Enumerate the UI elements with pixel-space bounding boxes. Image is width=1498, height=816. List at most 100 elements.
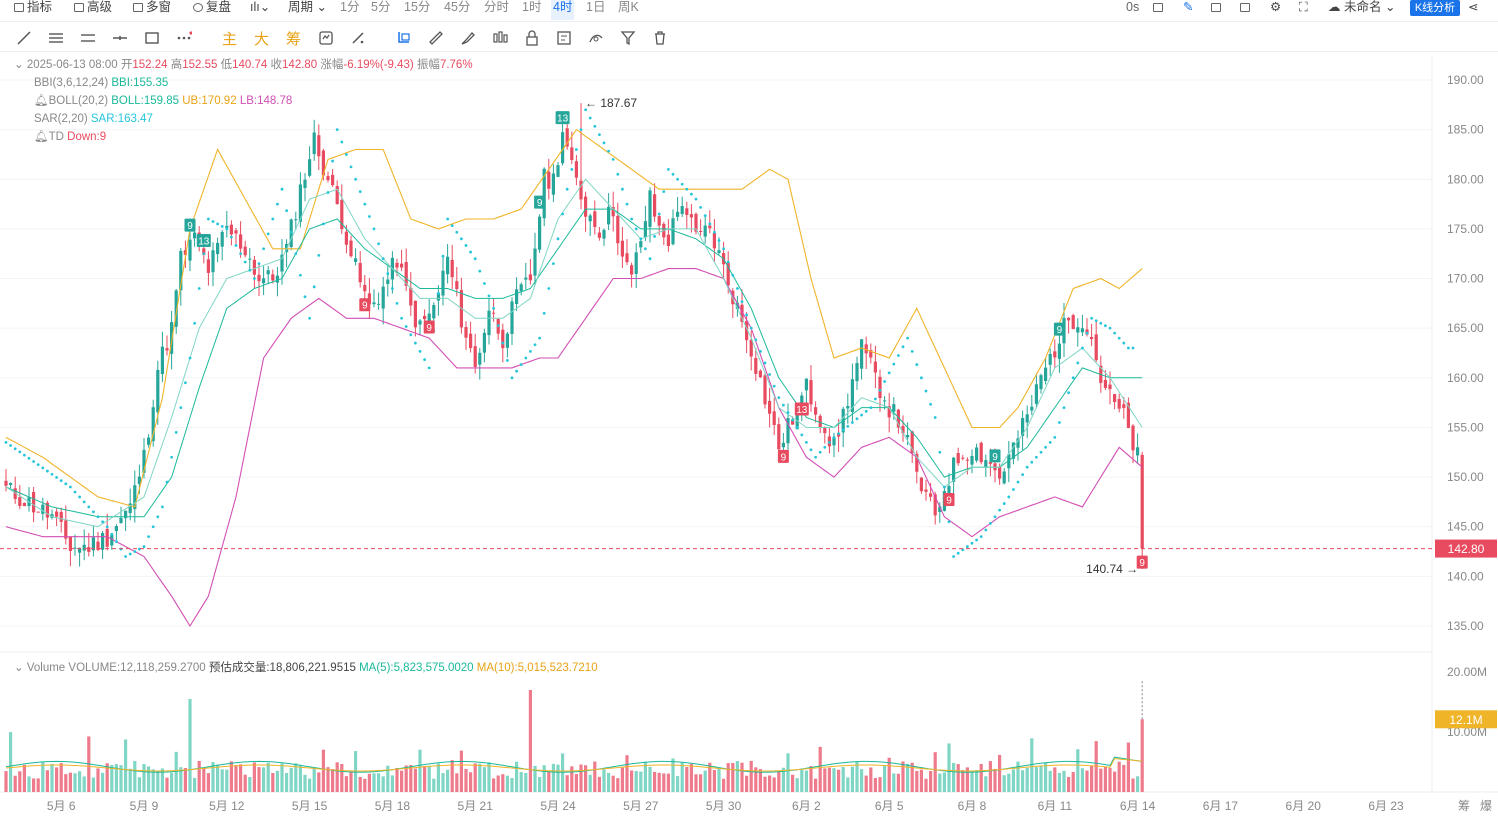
- period-1h[interactable]: 1时: [522, 0, 542, 14]
- sar-dot: [993, 515, 997, 519]
- td-name[interactable]: TD: [48, 131, 64, 143]
- bbi-name[interactable]: BBI(3,6,12,24): [34, 77, 109, 89]
- popout-icon[interactable]: [1211, 0, 1224, 20]
- sar-name[interactable]: SAR(2,20): [34, 113, 88, 125]
- cloud-save-dropdown[interactable]: ☁ 未命名 ⌄: [1328, 0, 1395, 20]
- volume-bar: [607, 772, 611, 792]
- chip-distribution-button[interactable]: 筹: [286, 31, 302, 48]
- sar-dot: [616, 172, 620, 176]
- chart-type-button[interactable]: ılı⌄: [250, 0, 270, 20]
- candle-body: [887, 406, 891, 418]
- volume-bar: [41, 762, 45, 792]
- pen-icon[interactable]: ✎: [1183, 0, 1194, 14]
- sync-icon[interactable]: [318, 30, 334, 46]
- volume-bar: [712, 769, 716, 792]
- ruler-icon[interactable]: [428, 30, 444, 46]
- sar-dot: [506, 359, 509, 362]
- volume-bar: [1053, 767, 1057, 792]
- period-weekly[interactable]: 周K: [618, 0, 639, 14]
- untitled-label: 未命名: [1343, 0, 1382, 14]
- volume-name[interactable]: Volume: [26, 662, 66, 674]
- volume-bar: [837, 769, 841, 792]
- replay-button[interactable]: 复盘: [193, 0, 231, 20]
- candle-body: [795, 403, 799, 430]
- volume-bar: [1030, 738, 1034, 792]
- trash-icon[interactable]: [652, 30, 668, 46]
- candle-body: [9, 482, 13, 485]
- template-icon[interactable]: [1240, 0, 1253, 20]
- sar-dot: [188, 356, 192, 360]
- period-1d[interactable]: 1日: [586, 0, 606, 14]
- collapse-icon[interactable]: ⌄: [14, 59, 24, 71]
- td-label-bg: [989, 449, 1001, 463]
- sar-dot: [579, 128, 583, 132]
- main-indicator-button[interactable]: 主: [222, 31, 238, 48]
- indicators-button[interactable]: 指标: [14, 0, 52, 20]
- camera-icon[interactable]: [1153, 0, 1166, 20]
- td-label-bg: [1136, 555, 1148, 569]
- close-label: 收: [270, 59, 283, 71]
- sar-dot: [975, 538, 978, 542]
- period-dropdown[interactable]: 周期 ⌄: [288, 0, 327, 20]
- lock-icon[interactable]: [524, 30, 540, 46]
- channel-tool-icon[interactable]: [80, 30, 96, 46]
- visibility-icon[interactable]: [588, 30, 604, 46]
- candle-body: [105, 528, 109, 547]
- candle-body: [850, 379, 854, 412]
- rectangle-tool-icon[interactable]: [144, 30, 160, 46]
- candle-body: [625, 253, 629, 263]
- volume-bar: [855, 761, 859, 792]
- horizontal-line-tool-icon[interactable]: [112, 30, 128, 46]
- period-5m[interactable]: 5分: [371, 0, 391, 14]
- note-icon[interactable]: [556, 30, 572, 46]
- kline-analysis-button[interactable]: K线分析: [1410, 0, 1460, 16]
- fullscreen-icon[interactable]: ⛶: [1299, 0, 1308, 14]
- sar-dot: [285, 209, 288, 213]
- volume-bar: [418, 749, 422, 792]
- collapse-icon[interactable]: ⌄: [14, 662, 24, 674]
- volume-bar: [611, 775, 615, 792]
- period-45m[interactable]: 45分: [444, 0, 471, 14]
- share-icon[interactable]: ⋖: [1468, 0, 1479, 14]
- sar-dot: [588, 116, 592, 120]
- big-order-button[interactable]: 大: [254, 31, 270, 48]
- volume-bar: [901, 761, 905, 792]
- sar-dot: [851, 421, 854, 424]
- boll-name[interactable]: BOLL(20,2): [48, 95, 109, 107]
- candle-body: [1034, 384, 1038, 404]
- multiwindow-button[interactable]: 多窗: [133, 0, 171, 20]
- period-1m[interactable]: 1分: [340, 0, 360, 14]
- sar-dot: [225, 227, 229, 231]
- trendline-tool-icon[interactable]: [16, 30, 32, 46]
- candle-body: [584, 196, 588, 217]
- candle-body: [50, 514, 54, 518]
- advanced-button[interactable]: 高级: [74, 0, 112, 20]
- sar-dot: [151, 525, 155, 529]
- sar-dot: [363, 202, 367, 206]
- volume-bar: [381, 776, 385, 792]
- settings-gear-icon[interactable]: ⚙: [1270, 0, 1282, 14]
- volume-bar: [469, 772, 473, 792]
- sar-dot: [239, 252, 243, 256]
- advanced-label: 高级: [87, 0, 113, 14]
- brush-icon[interactable]: [460, 30, 476, 46]
- period-4h[interactable]: 4时: [551, 0, 575, 20]
- filter-icon[interactable]: [620, 30, 636, 46]
- candle-body: [59, 511, 63, 522]
- candle-tool-icon[interactable]: [492, 30, 508, 46]
- more-tools-icon[interactable]: [176, 30, 192, 46]
- volume-bar: [620, 767, 624, 792]
- volume-bar: [147, 766, 151, 792]
- period-timeshare[interactable]: 分时: [484, 0, 510, 14]
- candle-body: [740, 304, 744, 322]
- bell-icon[interactable]: 🔔︎: [34, 95, 49, 107]
- period-15m[interactable]: 15分: [404, 0, 431, 14]
- bell-icon[interactable]: 🔔︎: [34, 131, 49, 143]
- sar-dot: [754, 338, 758, 342]
- magnet-icon[interactable]: [396, 30, 412, 46]
- sar-dot: [427, 366, 431, 370]
- parallel-lines-tool-icon[interactable]: [48, 30, 64, 46]
- candle-body: [519, 284, 523, 292]
- eraser-icon[interactable]: [350, 30, 366, 46]
